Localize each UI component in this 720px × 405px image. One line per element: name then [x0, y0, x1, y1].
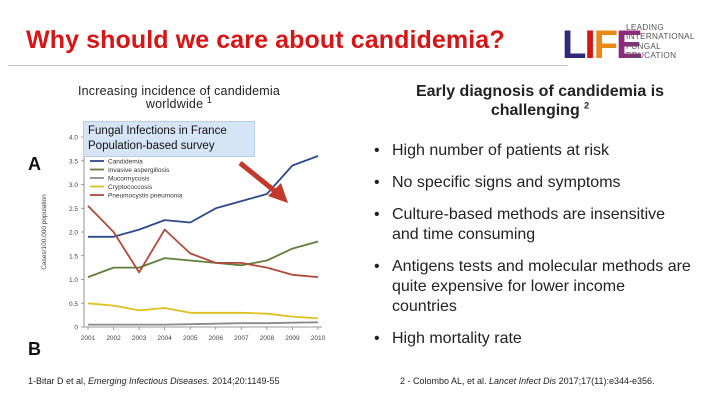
bullet-dot: •: [374, 142, 380, 159]
logo-letter: I: [584, 23, 595, 67]
y-tick-label: 4.0: [69, 135, 78, 142]
incidence-chart: A B 0 0.5 1.0 1.5 2.0 2.5 3.0 3.5 4.0 Cases/100,000…: [26, 125, 336, 359]
logo-letter: F: [593, 23, 618, 67]
series-line: [88, 321, 319, 326]
y-tick-label: 2.5: [69, 206, 78, 213]
right-heading-ref: 2: [584, 100, 590, 111]
left-heading: Increasing incidence of candidemia world…: [40, 85, 318, 111]
bullet-dot: •: [374, 258, 380, 275]
legend-label: Mucormycosis: [108, 176, 150, 183]
right-heading-line1: Early diagnosis of candidemia is: [415, 83, 665, 100]
bullet-item: • Culture-based methods are insensitive a…: [374, 206, 666, 243]
series-line: [88, 155, 319, 238]
right-heading-line2: challenging 2: [490, 100, 590, 119]
legend-label: Cryptococcosis: [108, 184, 153, 191]
logo-line: INTERNATIONAL: [626, 32, 695, 42]
x-tick-label: 2005: [183, 335, 198, 342]
title-divider: [8, 65, 568, 66]
annotation-arrow-shaft: [238, 161, 278, 194]
x-tick-label: 2010: [311, 335, 326, 342]
legend-label: Candidemia: [108, 159, 143, 166]
panel-label-b: B: [28, 339, 41, 358]
callout-line2: Population-based survey: [88, 140, 215, 152]
left-heading-ref: 1: [206, 94, 213, 105]
x-tick-label: 2004: [157, 335, 172, 342]
series-line: [87, 302, 319, 320]
x-tick-label: 2001: [81, 335, 96, 342]
y-tick-label: 0: [74, 325, 78, 332]
legend-label: Pneumocystis pneumonia: [108, 193, 183, 200]
y-tick-label: 3.0: [69, 182, 78, 189]
bullet-item: • Antigens tests and molecular methods ar…: [374, 258, 691, 315]
bullet-item: • No specific signs and symptoms: [374, 174, 621, 191]
life-logo-text: LEADING INTERNATIONAL FUNGAL EDUCATION: [626, 23, 695, 60]
y-tick-label: 2.0: [69, 230, 78, 237]
y-tick-label: 1.5: [69, 253, 78, 260]
annotation-arrow-head: [268, 183, 288, 203]
life-logo-mark: LIFE: [562, 22, 643, 68]
reference-2: 2 - Colombo AL, et al. Lancet Infect Dis…: [400, 376, 655, 386]
right-heading: Early diagnosis of candidemia is challen…: [390, 82, 690, 120]
x-tick-label: 2009: [285, 335, 300, 342]
bullet-dot: •: [374, 174, 380, 191]
y-tick-label: 3.5: [69, 158, 78, 165]
x-tick-label: 2003: [132, 335, 147, 342]
x-tick-label: 2008: [260, 335, 275, 342]
callout-line1: Fungal Infections in France: [88, 125, 227, 137]
bullet-item: • High number of patients at risk: [374, 142, 609, 159]
bullet-dot: •: [374, 330, 380, 347]
logo-line: FUNGAL: [626, 41, 662, 51]
series-line: [87, 205, 319, 278]
y-tick-label: 0.5: [69, 301, 78, 308]
x-tick-label: 2002: [106, 335, 121, 342]
bullet-list: • High number of patients at risk • No spe…: [374, 141, 694, 361]
logo-letter: L: [562, 23, 586, 67]
reference-1: 1-Bitar D et al, Emerging Infectious Dis…: [28, 376, 280, 386]
logo-letter: E: [616, 23, 643, 67]
slide-title: Why should we care about candidemia?: [26, 26, 505, 54]
left-heading-line2: worldwide 1: [145, 94, 213, 111]
legend-label: Invasive aspergillosis: [108, 167, 170, 174]
logo-line: LEADING: [626, 23, 665, 32]
logo-line: EDUCATION: [626, 50, 677, 60]
y-tick-label: 1.0: [69, 277, 78, 284]
x-tick-label: 2006: [209, 335, 224, 342]
x-tick-label: 2007: [234, 335, 249, 342]
y-axis-label: Cases/100,000 population: [41, 194, 48, 270]
bullet-dot: •: [374, 206, 380, 223]
bullet-item: • High mortality rate: [374, 330, 522, 347]
life-logo: LIFE LEADING INTERNATIONAL FUNGAL EDUCAT…: [562, 20, 712, 70]
survey-callout: Fungal Infections in France Population-b…: [83, 121, 255, 157]
panel-label-a: A: [28, 154, 41, 174]
incidence-chart-svg: A B 0 0.5 1.0 1.5 2.0 2.5 3.0 3.5 4.0 Cases/100,000…: [28, 135, 326, 359]
left-heading-line1: Increasing incidence of candidemia: [77, 84, 281, 98]
series-line: [87, 240, 319, 278]
